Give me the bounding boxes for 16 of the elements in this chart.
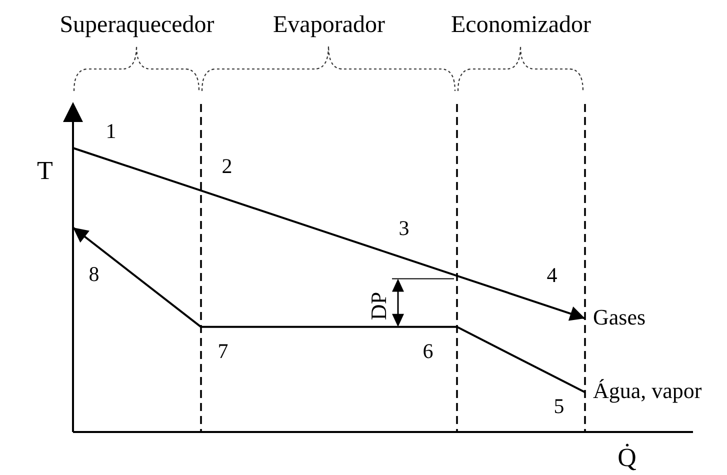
annotation: 5 (554, 394, 564, 418)
series-label: Gases (593, 304, 646, 330)
annotation: DP (366, 292, 390, 320)
annotation: 8 (88, 262, 100, 286)
text: Evaporador (273, 12, 385, 38)
series-label: Água, vapor (593, 378, 702, 404)
annotation: 4 (546, 263, 558, 287)
annotation: 6 (422, 339, 434, 363)
x-axis-title: Q̇ (618, 442, 637, 472)
annotation: 7 (218, 339, 228, 363)
text: Economizador (451, 12, 591, 38)
text: 1 (106, 119, 116, 143)
annotation: 3 (398, 216, 410, 240)
annotation: 2 (222, 154, 232, 178)
y-axis-title: T (37, 156, 54, 185)
text: Superaquecedor (60, 12, 214, 38)
